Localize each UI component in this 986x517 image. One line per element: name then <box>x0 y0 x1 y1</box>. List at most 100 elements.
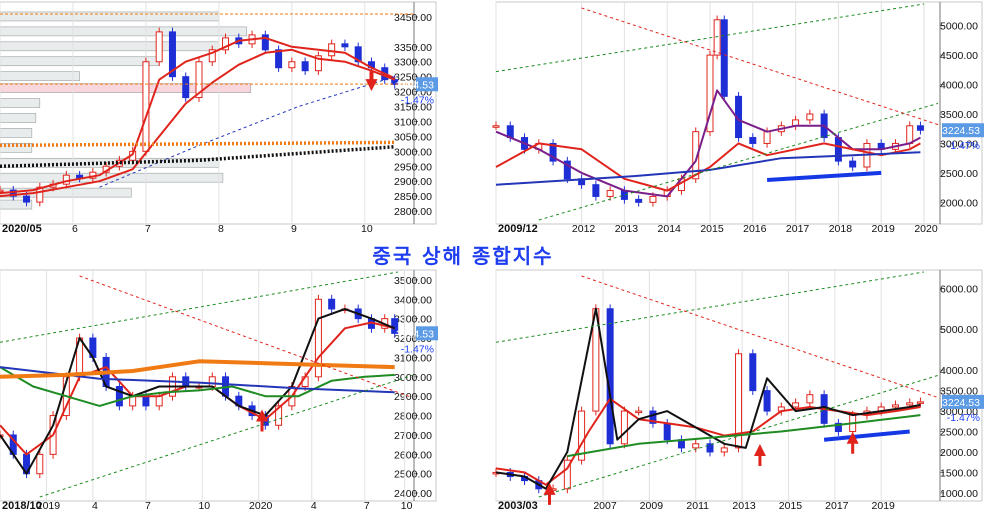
moving-average-line <box>0 308 396 475</box>
y-tick-label: 1500.00 <box>940 467 978 479</box>
moving-average-line <box>495 307 921 490</box>
candle-body <box>288 61 296 69</box>
y-tick-label: 3000.00 <box>394 146 432 158</box>
y-tick-label: 3000.00 <box>940 406 978 418</box>
y-tick-label: 3100.00 <box>394 352 432 364</box>
candle-body <box>208 376 216 387</box>
y-tick-label: 2950.00 <box>394 161 432 173</box>
x-tick-label: 2018/10 <box>2 500 42 512</box>
candle-body <box>23 195 31 203</box>
y-tick-label: 2000.00 <box>940 197 978 209</box>
last-price-badge <box>942 123 984 138</box>
candle-body <box>275 49 283 69</box>
x-tick-label: 2015 <box>700 223 724 235</box>
volume-profile-bar <box>0 199 33 210</box>
x-tick-label: 2015 <box>779 500 803 512</box>
x-tick-label: 2019 <box>872 500 896 512</box>
x-tick-label: 10 <box>401 500 413 512</box>
last-price-text: 3224.53 <box>942 125 980 137</box>
x-tick-label: 2020 <box>914 223 938 235</box>
y-tick-label: 2500.00 <box>940 427 978 439</box>
y-tick-label: 3450.00 <box>394 12 432 24</box>
candle-body <box>916 401 924 404</box>
candle-body <box>635 198 643 203</box>
candle-body <box>806 394 814 404</box>
candle-body <box>649 195 657 203</box>
x-tick-label: 8 <box>218 223 224 235</box>
volume-profile-bar <box>0 113 37 123</box>
candle-body <box>706 443 714 453</box>
y-tick-label: 2500.00 <box>940 168 978 180</box>
x-tick-label: 10 <box>361 223 373 235</box>
x-tick-label: 2019 <box>872 223 896 235</box>
channel-line <box>495 271 925 343</box>
x-tick-label: 2009 <box>640 500 664 512</box>
y-tick-label: 4000.00 <box>940 80 978 92</box>
channel-line <box>79 275 413 399</box>
y-tick-label: 3050.00 <box>394 131 432 143</box>
y-tick-label: 4000.00 <box>940 365 978 377</box>
weekly-long-chart-panel: 5000.00 4500.00 4000.00 3500.00 3000.00 2500.… <box>492 1 984 235</box>
candle-body <box>354 46 362 63</box>
candle-body <box>792 402 800 408</box>
candle-body <box>222 37 230 51</box>
candle-body <box>692 131 700 180</box>
x-tick-label: 2009/12 <box>498 223 538 235</box>
x-tick-label: 9 <box>291 223 297 235</box>
volume-profile-bar <box>0 11 220 22</box>
candle-body <box>906 125 914 144</box>
y-tick-label: 3400.00 <box>394 294 432 306</box>
candle-body <box>720 19 728 97</box>
x-tick-label: 2013 <box>615 223 639 235</box>
dotted-ma-line <box>0 140 395 148</box>
candle-body <box>806 113 814 121</box>
candle-body <box>891 404 899 408</box>
y-tick-label: 2000.00 <box>940 447 978 459</box>
candle-body <box>735 353 743 449</box>
volume-profile-bar <box>0 56 160 67</box>
candle-body <box>36 186 44 203</box>
weekly-2018-chart-panel: 3500.003400.003300.003200.003100.003000.… <box>0 269 438 512</box>
x-tick-label: 2016 <box>743 223 767 235</box>
y-tick-label: 2900.00 <box>394 391 432 403</box>
candle-body <box>606 190 614 197</box>
x-tick-label: 4 <box>311 500 317 512</box>
channel-line <box>581 7 939 126</box>
candle-body <box>275 405 283 426</box>
volume-profile-bar <box>0 83 252 93</box>
y-tick-label: 3100.00 <box>394 116 432 128</box>
x-tick-label: 2019 <box>37 500 61 512</box>
moving-average-line <box>0 36 396 195</box>
last-price-text: 3224.53 <box>942 397 980 409</box>
trend-line <box>99 76 395 188</box>
candle-body <box>115 386 123 407</box>
volume-profile-bar <box>0 187 132 198</box>
y-tick-label: 2800.00 <box>394 411 432 423</box>
up-arrow-marker <box>753 444 766 467</box>
y-tick-label: 3350.00 <box>394 42 432 54</box>
candle-body <box>195 61 203 99</box>
x-tick-label: 2014 <box>658 223 682 235</box>
x-tick-label: 2018 <box>829 223 853 235</box>
y-tick-label: 3000.00 <box>940 138 978 150</box>
candle-body <box>692 443 700 449</box>
last-price-text: 3224.53 <box>396 328 434 340</box>
y-tick-label: 2500.00 <box>394 469 432 481</box>
candle-body <box>208 49 216 63</box>
y-tick-label: 3150.00 <box>394 102 432 114</box>
candle-body <box>492 125 500 128</box>
candle-body <box>720 447 728 453</box>
candle-body <box>314 55 322 72</box>
y-tick-label: 2600.00 <box>394 449 432 461</box>
down-arrow-marker <box>365 71 378 92</box>
candle-body <box>906 402 914 406</box>
volume-profile-bar <box>0 41 220 52</box>
candle-body <box>261 34 269 51</box>
x-tick-label: 2017 <box>786 223 810 235</box>
x-tick-label: 2013 <box>732 500 756 512</box>
candle-body <box>635 410 643 414</box>
moving-average-line <box>0 366 395 407</box>
candle-body <box>142 61 150 152</box>
moving-average-line <box>567 414 921 458</box>
x-tick-label: 10 <box>198 500 210 512</box>
